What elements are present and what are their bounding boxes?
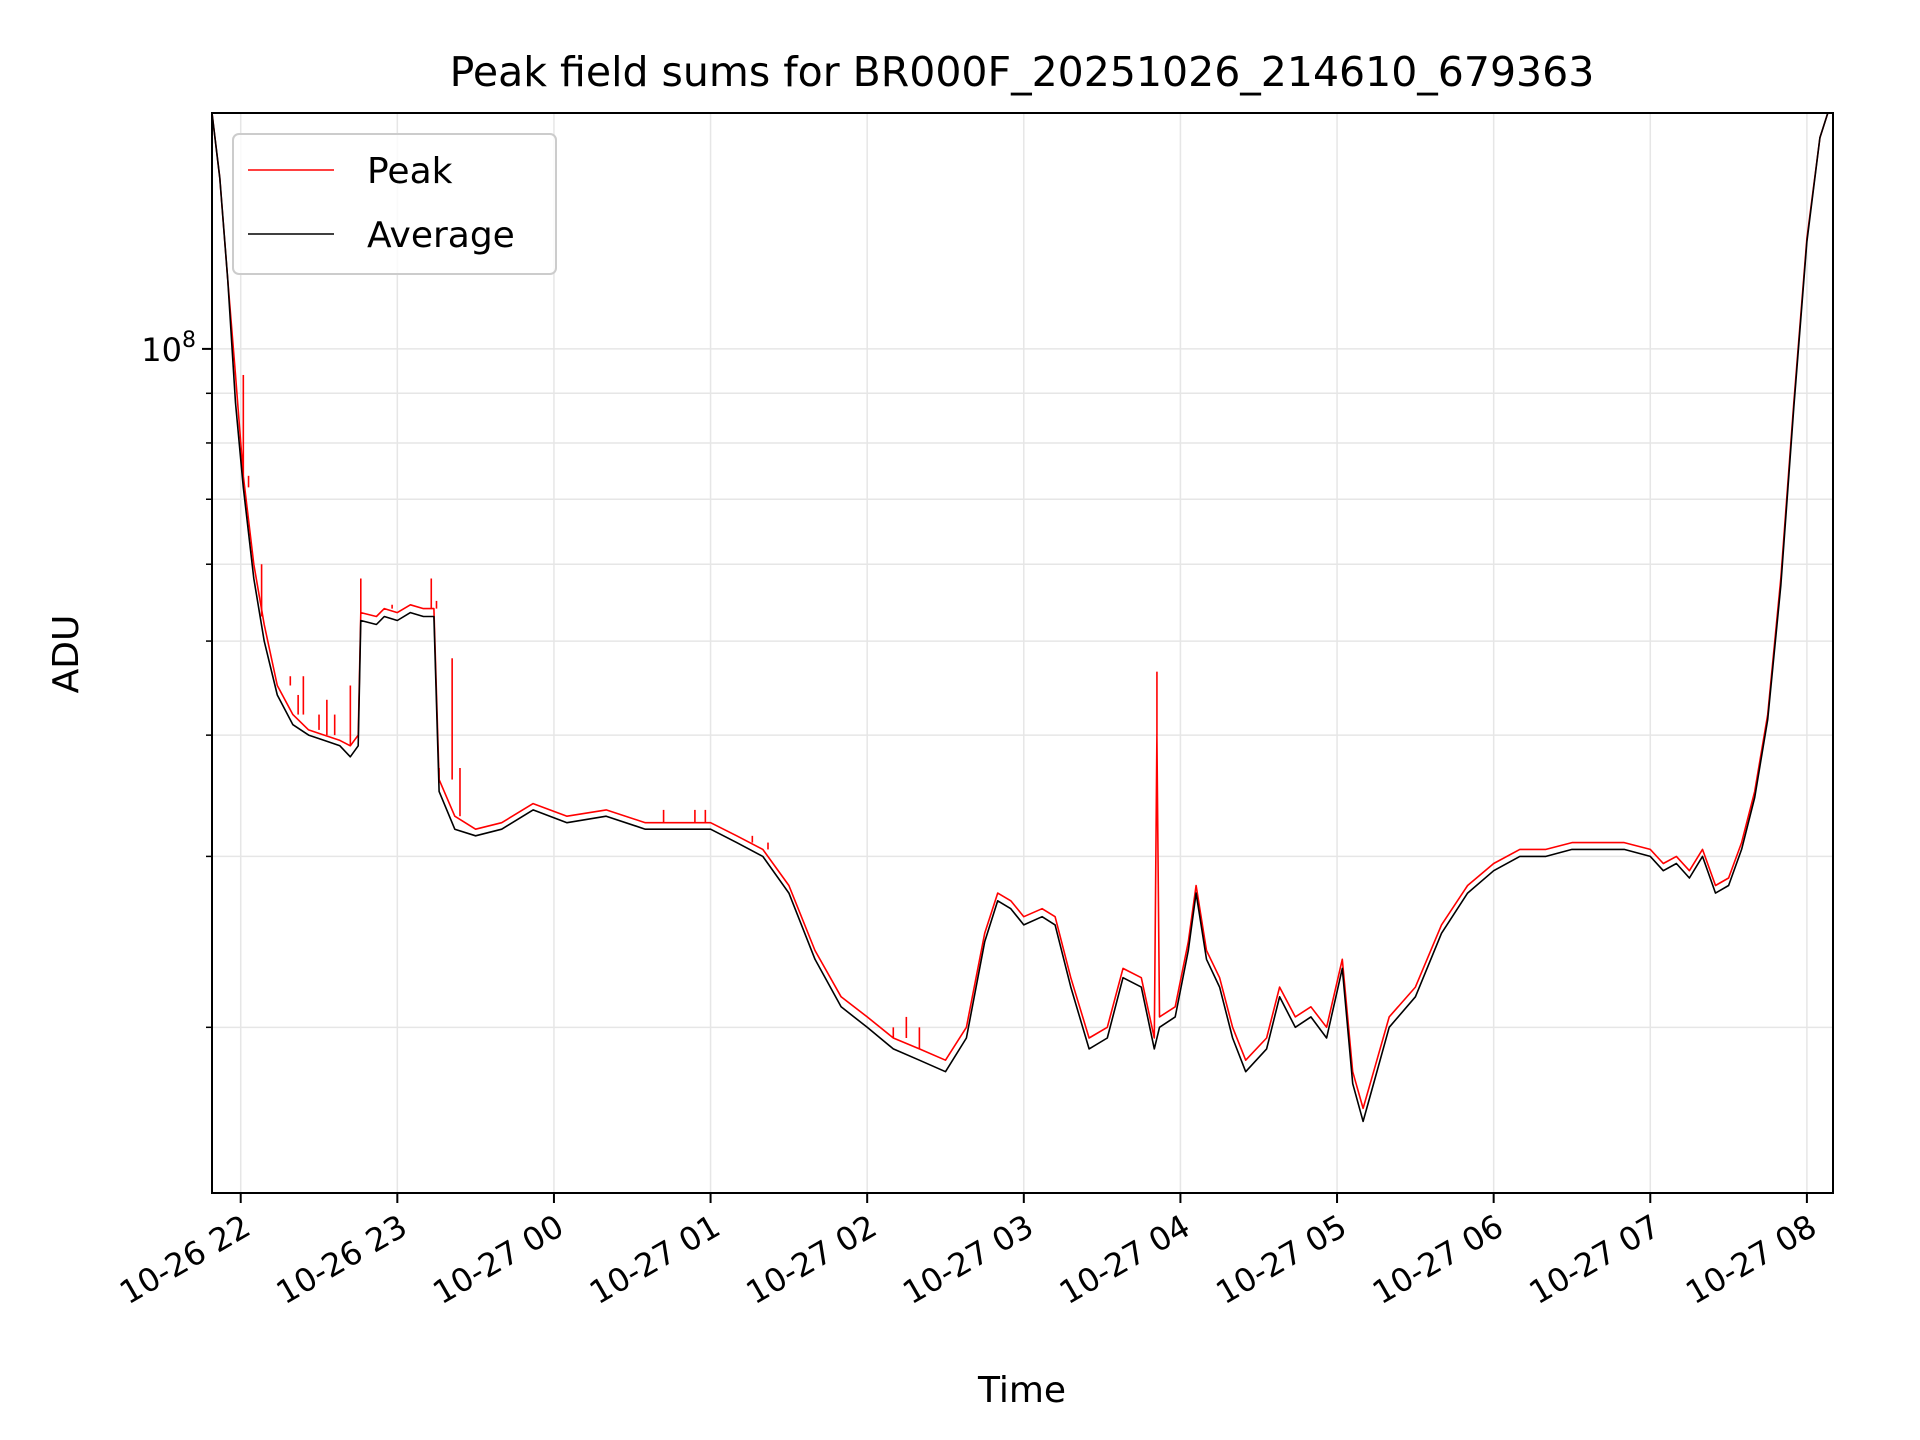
y-axis-label: ADU <box>46 615 87 694</box>
series-layer <box>212 113 1829 1123</box>
legend-average-label: Average <box>367 215 515 256</box>
plot-frame <box>211 112 1834 1194</box>
y-tick-label: 108 <box>141 328 196 369</box>
chart-title: Peak field sums for BR000F_20251026_2146… <box>450 48 1595 96</box>
series-peak-line <box>212 113 1829 1110</box>
legend-box <box>232 133 557 275</box>
x-axis-label: Time <box>977 1370 1066 1411</box>
legend: Peak Average <box>232 133 557 275</box>
y-axis: 108 <box>141 328 212 1029</box>
legend-peak-label: Peak <box>367 151 453 192</box>
series-average-line <box>212 113 1829 1123</box>
grid <box>212 113 1833 1193</box>
